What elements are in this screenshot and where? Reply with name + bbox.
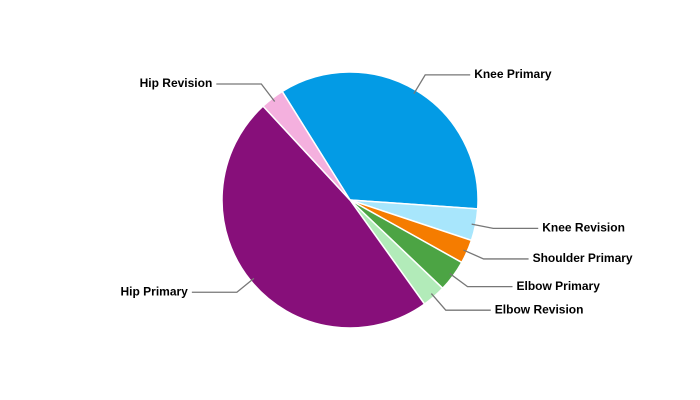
slice-label: Elbow Primary — [517, 279, 601, 293]
leader-line — [463, 249, 529, 260]
slice-label: Knee Revision — [542, 221, 625, 235]
slice-label: Hip Revision — [140, 76, 213, 90]
leader-line — [413, 74, 471, 95]
leader-line — [449, 273, 513, 288]
slice-label: Elbow Revision — [495, 302, 584, 316]
leader-line — [471, 223, 539, 230]
leader-line — [191, 277, 255, 293]
slice-label: Hip Primary — [120, 284, 188, 298]
leader-line — [216, 83, 276, 102]
slice-label: Shoulder Primary — [533, 251, 633, 265]
leader-line — [430, 293, 491, 311]
slice-label: Knee Primary — [474, 67, 552, 81]
